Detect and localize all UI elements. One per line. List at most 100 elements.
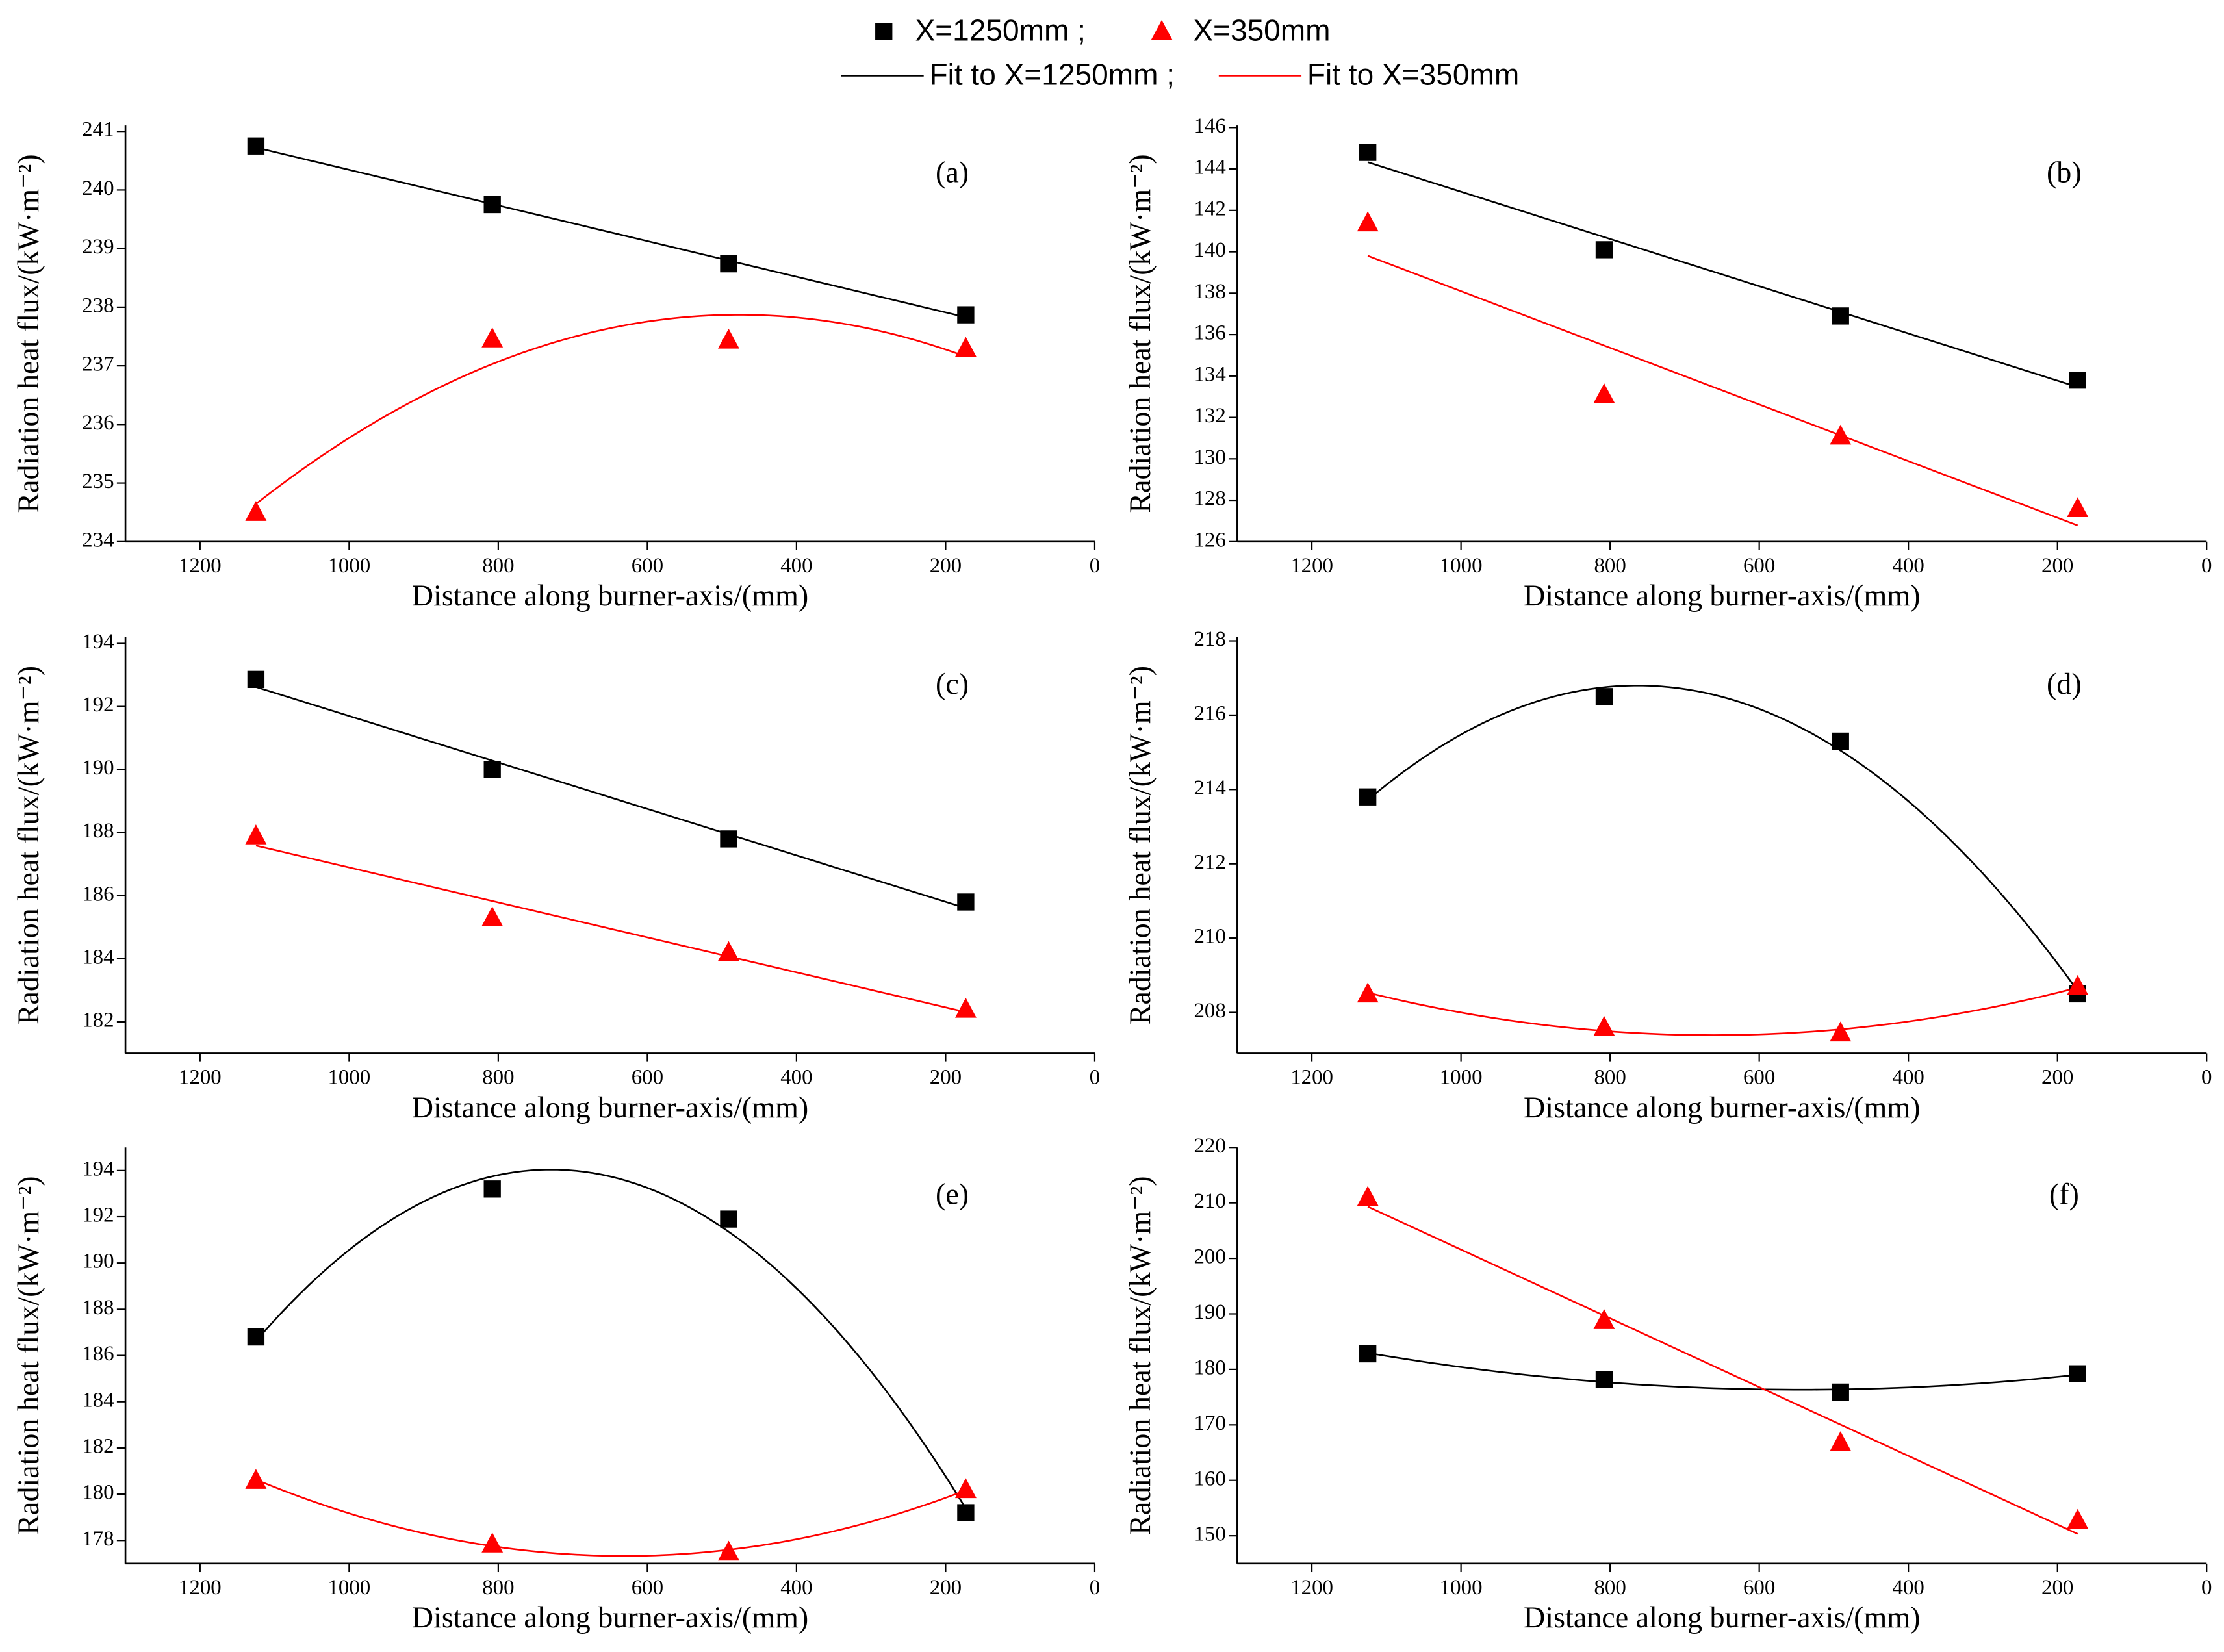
fit-curve xyxy=(1367,1352,2078,1391)
marker-square xyxy=(483,761,501,778)
y-tick-label: 210 xyxy=(1194,1189,1225,1213)
y-tick-label: 126 xyxy=(1194,528,1225,552)
y-tick-label: 134 xyxy=(1194,362,1225,386)
y-tick-label: 142 xyxy=(1194,197,1225,220)
panel: 1200 1000 800 600 400 200 0 126 128 130 132 134 136 1… xyxy=(1123,114,2212,612)
y-tick-label: 190 xyxy=(1194,1301,1225,1324)
y-tick-label: 239 xyxy=(82,235,114,259)
y-tick-label: 132 xyxy=(1194,404,1225,427)
x-tick-label: 400 xyxy=(1893,554,1924,578)
y-tick-label: 220 xyxy=(1194,1134,1225,1158)
y-tick-label: 190 xyxy=(82,1250,114,1273)
marker-triangle xyxy=(954,337,977,357)
y-tick-label: 144 xyxy=(1194,156,1225,179)
marker-triangle xyxy=(718,328,739,349)
y-tick-label: 182 xyxy=(82,1008,114,1032)
marker-triangle xyxy=(481,1532,504,1553)
marker-square xyxy=(1832,1383,1849,1401)
marker-square xyxy=(720,830,737,848)
x-axis-title: Distance along burner-axis/(mm) xyxy=(412,1091,809,1124)
y-tick-label: 180 xyxy=(1194,1356,1225,1379)
y-tick-label: 140 xyxy=(1194,238,1225,262)
y-axis-title: Radiation heat flux/(kW·m⁻²) xyxy=(1123,666,1157,1024)
y-axis-title: Radiation heat flux/(kW·m⁻²) xyxy=(12,666,45,1024)
y-axis-title: Radiation heat flux/(kW·m⁻²) xyxy=(1123,1176,1157,1534)
x-axis-title: Distance along burner-axis/(mm) xyxy=(1524,1091,1921,1124)
x-tick-label: 600 xyxy=(632,1065,663,1089)
x-tick-label: 0 xyxy=(2201,1065,2212,1089)
fit-curve xyxy=(255,845,966,1013)
y-tick-label: 170 xyxy=(1194,1412,1225,1435)
marker-square xyxy=(1595,1371,1613,1388)
marker-triangle xyxy=(481,327,504,348)
x-axis-title: Distance along burner-axis/(mm) xyxy=(1524,579,1921,612)
x-tick-label: 600 xyxy=(632,1576,663,1599)
x-tick-label: 0 xyxy=(2201,1576,2212,1599)
x-tick-label: 800 xyxy=(482,554,514,578)
y-tick-label: 188 xyxy=(82,1296,114,1319)
marker-triangle xyxy=(1357,1186,1379,1206)
y-tick-label: 186 xyxy=(82,1342,114,1366)
panel-label: (a) xyxy=(936,156,969,189)
marker-square xyxy=(720,255,737,273)
fit-curve xyxy=(255,146,966,318)
x-tick-label: 800 xyxy=(1594,1576,1626,1599)
fit-curve xyxy=(1367,255,2078,526)
panel-label: (f) xyxy=(2049,1178,2079,1211)
fit-curve xyxy=(255,1169,967,1509)
x-tick-label: 1000 xyxy=(327,1065,370,1089)
marker-square xyxy=(247,137,265,155)
x-tick-label: 200 xyxy=(2041,1065,2073,1089)
y-tick-label: 216 xyxy=(1194,702,1225,725)
panel-label: (c) xyxy=(936,667,969,700)
x-tick-label: 1200 xyxy=(1290,1065,1333,1089)
panel-label: (b) xyxy=(2047,156,2082,189)
y-tick-label: 138 xyxy=(1194,280,1225,303)
fit-curve xyxy=(1367,987,2078,1036)
y-tick-label: 150 xyxy=(1194,1523,1225,1546)
marker-square xyxy=(2069,372,2086,389)
fit-curve xyxy=(1367,684,2078,991)
panel: 1200 1000 800 600 400 200 0 208 210 212 214 216 218 D… xyxy=(1123,628,2212,1124)
x-tick-label: 1200 xyxy=(179,1576,222,1599)
marker-square xyxy=(2069,1365,2086,1382)
marker-triangle xyxy=(718,1540,739,1561)
y-tick-label: 136 xyxy=(1194,322,1225,345)
legend-label: Fit to X=350mm xyxy=(1307,58,1519,92)
y-tick-label: 238 xyxy=(82,294,114,317)
y-tick-label: 218 xyxy=(1194,628,1225,651)
legend-label: X=350mm xyxy=(1193,14,1330,47)
marker-triangle xyxy=(1593,383,1615,403)
fit-curve xyxy=(255,314,966,505)
marker-square xyxy=(1595,241,1613,259)
x-axis-title: Distance along burner-axis/(mm) xyxy=(412,579,809,612)
x-tick-label: 1000 xyxy=(1440,1065,1483,1089)
panel: 1200 1000 800 600 400 200 0 178 180 182 184 186 188 1… xyxy=(12,1147,1100,1634)
marker-triangle xyxy=(245,824,267,845)
x-tick-label: 400 xyxy=(780,554,812,578)
y-tick-label: 184 xyxy=(82,945,114,969)
x-tick-label: 0 xyxy=(2201,554,2212,578)
marker-triangle xyxy=(1357,211,1379,232)
marker-triangle xyxy=(1830,1021,1852,1042)
x-tick-label: 0 xyxy=(1090,1065,1100,1089)
marker-square xyxy=(483,1180,501,1198)
x-tick-label: 200 xyxy=(2041,1576,2073,1599)
x-tick-label: 200 xyxy=(2041,554,2073,578)
marker-triangle xyxy=(2067,497,2089,517)
marker-triangle xyxy=(245,1469,267,1489)
panel-label: (e) xyxy=(936,1178,969,1211)
x-tick-label: 200 xyxy=(930,1576,962,1599)
y-tick-label: 235 xyxy=(82,470,114,493)
y-tick-label: 208 xyxy=(1194,999,1225,1023)
x-tick-label: 1200 xyxy=(1290,1576,1333,1599)
y-tick-label: 128 xyxy=(1194,487,1225,511)
x-tick-label: 1200 xyxy=(179,1065,222,1089)
x-tick-label: 1200 xyxy=(179,554,222,578)
x-tick-label: 0 xyxy=(1090,554,1100,578)
marker-square xyxy=(957,1504,975,1521)
legend-label: X=1250mm ; xyxy=(915,14,1086,47)
x-tick-label: 600 xyxy=(1743,1065,1775,1089)
y-tick-label: 210 xyxy=(1194,925,1225,948)
marker-triangle xyxy=(954,1478,977,1499)
